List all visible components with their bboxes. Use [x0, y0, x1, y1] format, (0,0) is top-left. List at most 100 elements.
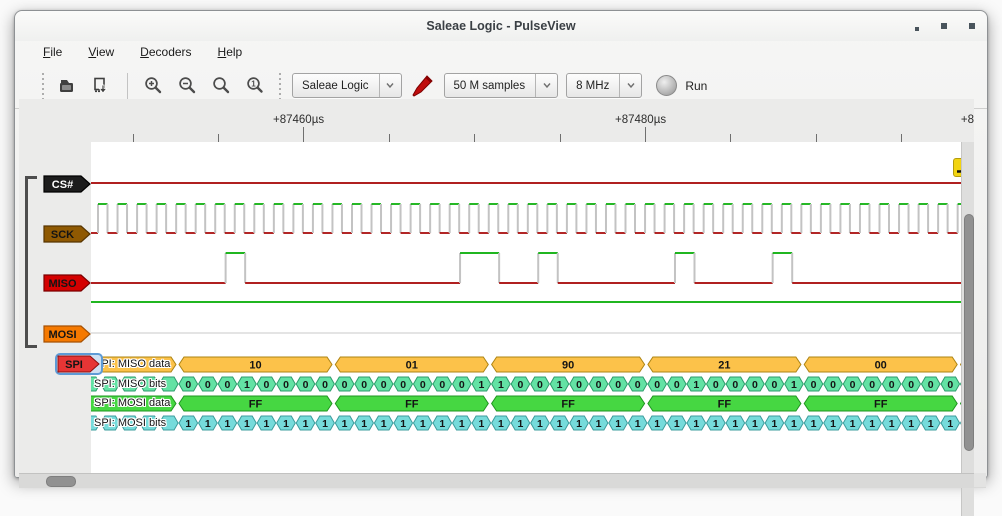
bit-value: 1	[459, 418, 465, 430]
bit-value: 1	[185, 418, 191, 430]
bit-value: 0	[342, 379, 348, 391]
close-button[interactable]	[969, 23, 975, 29]
toolbar-drag-handle[interactable]	[278, 72, 282, 99]
channel-tag-shape: SCK	[43, 224, 91, 243]
horizontal-scrollbar[interactable]	[19, 473, 986, 488]
svg-text:MOSI: MOSI	[48, 329, 76, 341]
bit-hexagon	[666, 376, 687, 392]
zoom-one-to-one-button[interactable]: 1	[240, 72, 270, 100]
bit-value: 1	[420, 418, 426, 430]
bit-value: 1	[791, 418, 797, 430]
bit-hexagon	[862, 415, 882, 431]
bit-hexagon	[471, 376, 492, 392]
bit-value: 1	[498, 418, 504, 430]
decoder-tag-spi[interactable]: SPI	[55, 353, 103, 375]
run-button[interactable]: Run	[656, 75, 707, 96]
device-select[interactable]: Saleae Logic	[292, 73, 402, 98]
bit-value: 1	[244, 418, 250, 430]
vertical-scrollbar[interactable]	[961, 142, 974, 516]
bit-value: 1	[830, 418, 836, 430]
ruler-tick	[815, 134, 817, 142]
annotation-box	[803, 356, 958, 373]
trace-viewport[interactable]: 1100190210000010000000000011001000000100…	[91, 142, 974, 473]
bit-value: 1	[811, 418, 817, 430]
bit-hexagon	[412, 415, 433, 431]
horizontal-scrollbar-thumb[interactable]	[46, 476, 76, 487]
annotation-box	[334, 356, 489, 373]
toolbar-drag-handle[interactable]	[41, 72, 45, 99]
channel-group-bracket	[25, 176, 37, 348]
bit-value: 1	[752, 418, 758, 430]
annotation-value: 21	[718, 360, 730, 372]
annotation-box	[490, 395, 646, 412]
bit-value: 1	[928, 418, 934, 430]
bit-hexagon	[256, 415, 277, 431]
zoom-fit-icon	[212, 77, 229, 94]
menu-view[interactable]: View	[88, 45, 115, 59]
chevron-down-icon	[543, 83, 551, 88]
sample-rate-select[interactable]: 8 MHz	[566, 73, 643, 98]
bit-hexagon	[295, 415, 316, 431]
save-session-button[interactable]	[87, 72, 117, 100]
bit-hexagon	[549, 415, 570, 431]
channel-tag-sck[interactable]: SCK	[43, 224, 91, 243]
bit-hexagon	[412, 376, 433, 392]
channel-tag-miso[interactable]: MISO	[43, 273, 91, 292]
bit-hexagon	[158, 415, 179, 431]
bit-hexagon	[569, 376, 589, 392]
bit-hexagon	[608, 376, 629, 392]
bit-hexagon	[256, 376, 277, 392]
bit-value: 1	[439, 418, 445, 430]
channel-tag-cs[interactable]: CS#	[43, 174, 91, 193]
bit-hexagon	[510, 415, 531, 431]
bit-hexagon	[139, 415, 160, 431]
menu-help[interactable]: Help	[217, 45, 243, 59]
bit-hexagon	[451, 376, 472, 392]
zoom-fit-button[interactable]	[206, 72, 236, 100]
bit-hexagon	[940, 415, 961, 431]
minimize-button[interactable]	[915, 27, 919, 31]
bit-hexagon	[920, 376, 941, 392]
bit-hexagon	[901, 376, 922, 392]
bit-value: 1	[596, 418, 602, 430]
time-ruler[interactable]: +87460µs +87480µs +8	[19, 99, 974, 142]
bit-hexagon	[627, 415, 648, 431]
configure-probes-button[interactable]	[408, 72, 438, 100]
bit-hexagon	[823, 376, 843, 392]
bit-hexagon	[881, 415, 902, 431]
titlebar[interactable]: Saleae Logic - PulseView	[15, 11, 987, 41]
bit-hexagon	[530, 415, 550, 431]
bit-hexagon	[842, 415, 863, 431]
scrollbar-corner	[974, 473, 986, 487]
zoom-out-button[interactable]	[172, 72, 202, 100]
bit-hexagon	[491, 415, 511, 431]
bit-hexagon	[725, 376, 746, 392]
menu-decoders[interactable]: Decoders	[140, 45, 192, 59]
bit-hexagon	[354, 415, 375, 431]
ruler-tick	[901, 134, 903, 142]
bit-value: 1	[322, 418, 328, 430]
bit-hexagon	[784, 415, 804, 431]
bit-hexagon	[647, 415, 668, 431]
chevron-down-icon	[627, 83, 635, 88]
zoom-in-button[interactable]	[138, 72, 168, 100]
menu-file[interactable]: File	[43, 45, 63, 59]
annotation-value: 90	[562, 360, 574, 372]
toolbar-separator	[127, 72, 128, 99]
open-file-button[interactable]	[53, 72, 83, 100]
vertical-scrollbar-thumb[interactable]	[963, 214, 974, 451]
annotation-value: FF	[718, 399, 732, 411]
bit-value: 0	[850, 379, 856, 391]
bit-value: 0	[537, 379, 543, 391]
bit-hexagon	[686, 376, 707, 392]
toolbar: 1 Saleae Logic 50 M samples	[15, 63, 987, 108]
bit-hexagon	[276, 415, 296, 431]
bit-hexagon	[745, 415, 765, 431]
bit-hexagon	[608, 415, 629, 431]
bit-value: 1	[889, 418, 895, 430]
desktop: { "window": { "title": "Saleae Logic - P…	[14, 10, 988, 516]
maximize-button[interactable]	[941, 23, 947, 29]
channel-tag-mosi[interactable]: MOSI	[43, 324, 91, 343]
sample-count-select[interactable]: 50 M samples	[443, 73, 559, 98]
bit-hexagon	[569, 415, 589, 431]
